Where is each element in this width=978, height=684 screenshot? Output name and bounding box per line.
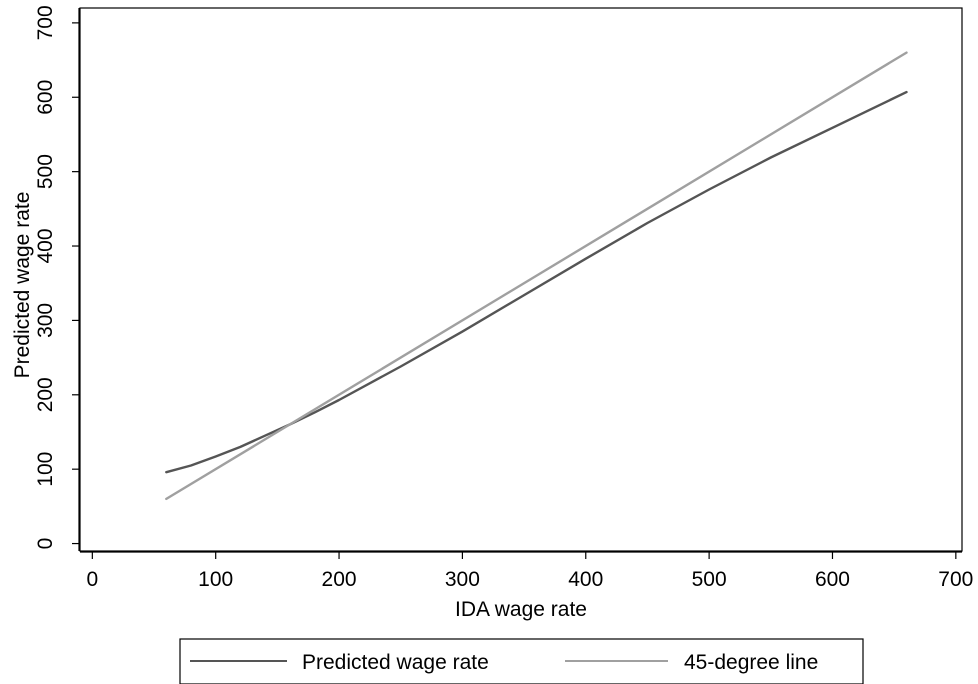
y-tick-label: 500: [34, 154, 57, 189]
series-line-1: [165, 51, 908, 501]
x-tick-label: 100: [198, 568, 233, 591]
y-tick-label: 600: [34, 80, 57, 115]
legend-label-predicted: Predicted wage rate: [302, 651, 489, 674]
y-tick-label: 300: [34, 303, 57, 338]
x-tick-label: 400: [568, 568, 603, 591]
y-tick-label: 400: [34, 229, 57, 264]
legend-box: [179, 638, 864, 684]
y-tick-label: 200: [34, 377, 57, 412]
x-axis: 0 100 200 300 400 500 600 700: [80, 551, 973, 591]
legend: Predicted wage rate 45-degree line: [179, 638, 864, 684]
series-layer: [165, 51, 908, 501]
x-tick-label: 200: [322, 568, 357, 591]
x-tick-label: 300: [445, 568, 480, 591]
series-line-0: [165, 90, 908, 474]
y-axis-title: Predicted wage rate: [11, 192, 34, 379]
x-axis-title: IDA wage rate: [455, 598, 587, 621]
y-tick-label: 0: [34, 538, 57, 550]
x-tick-label: 500: [692, 568, 727, 591]
y-axis: 0 100 200 300 400 500 600 700: [34, 5, 80, 551]
x-tick-label: 0: [86, 568, 98, 591]
y-tick-label: 700: [34, 5, 57, 40]
x-tick-label: 600: [815, 568, 850, 591]
plot-frame: [79, 7, 963, 552]
y-tick-label: 100: [34, 452, 57, 487]
legend-label-45-degree: 45-degree line: [684, 651, 818, 674]
x-tick-label: 700: [938, 568, 973, 591]
